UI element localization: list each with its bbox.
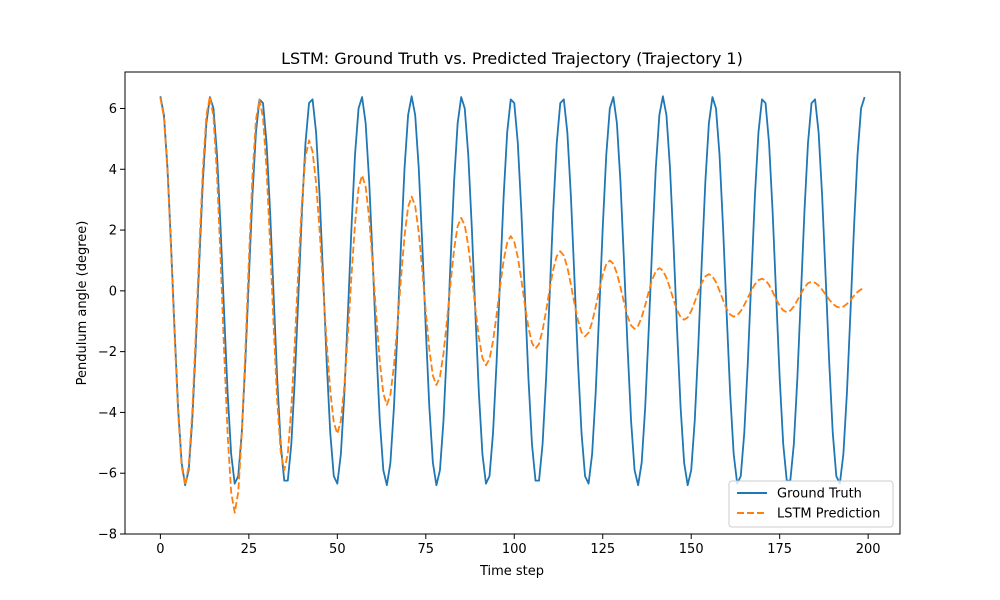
legend-label-lstm-prediction: LSTM Prediction: [777, 507, 880, 522]
x-tick-label: 125: [590, 542, 615, 557]
x-tick-label: 50: [329, 542, 346, 557]
y-tick-label: 2: [109, 224, 117, 239]
y-axis: −8 −6 −4 −2 0 2 4 6: [98, 102, 125, 543]
y-tick-label: −8: [98, 528, 117, 543]
x-tick-label: 0: [156, 542, 164, 557]
legend-label-ground-truth: Ground Truth: [777, 487, 862, 502]
legend-box: [728, 480, 894, 528]
x-tick-label: 175: [767, 542, 792, 557]
y-tick-label: 0: [109, 284, 117, 299]
x-tick-label: 25: [241, 542, 258, 557]
series-line-lstm-prediction: [159, 95, 865, 514]
y-tick-label: −4: [98, 406, 117, 421]
axes-frame: [124, 71, 901, 535]
series-line-ground-truth: [159, 95, 866, 487]
plot-area: [124, 71, 901, 535]
chart-title: LSTM: Ground Truth vs. Predicted Traject…: [281, 49, 743, 68]
x-tick-label: 100: [502, 542, 527, 557]
series-layer: [159, 95, 866, 514]
y-tick-label: −6: [98, 467, 117, 482]
legend: Ground Truth LSTM Prediction: [728, 480, 894, 528]
x-tick-label: 150: [679, 542, 704, 557]
y-tick-label: 4: [109, 163, 117, 178]
y-axis-label: Pendulum angle (degree): [75, 221, 90, 386]
y-tick-label: 6: [109, 102, 117, 117]
y-tick-label: −2: [98, 345, 117, 360]
x-tick-label: 75: [418, 542, 435, 557]
x-axis: 0 25 50 75 100 125 150 175 200: [156, 534, 881, 557]
x-tick-label: 200: [856, 542, 881, 557]
x-axis-label: Time step: [479, 564, 544, 579]
